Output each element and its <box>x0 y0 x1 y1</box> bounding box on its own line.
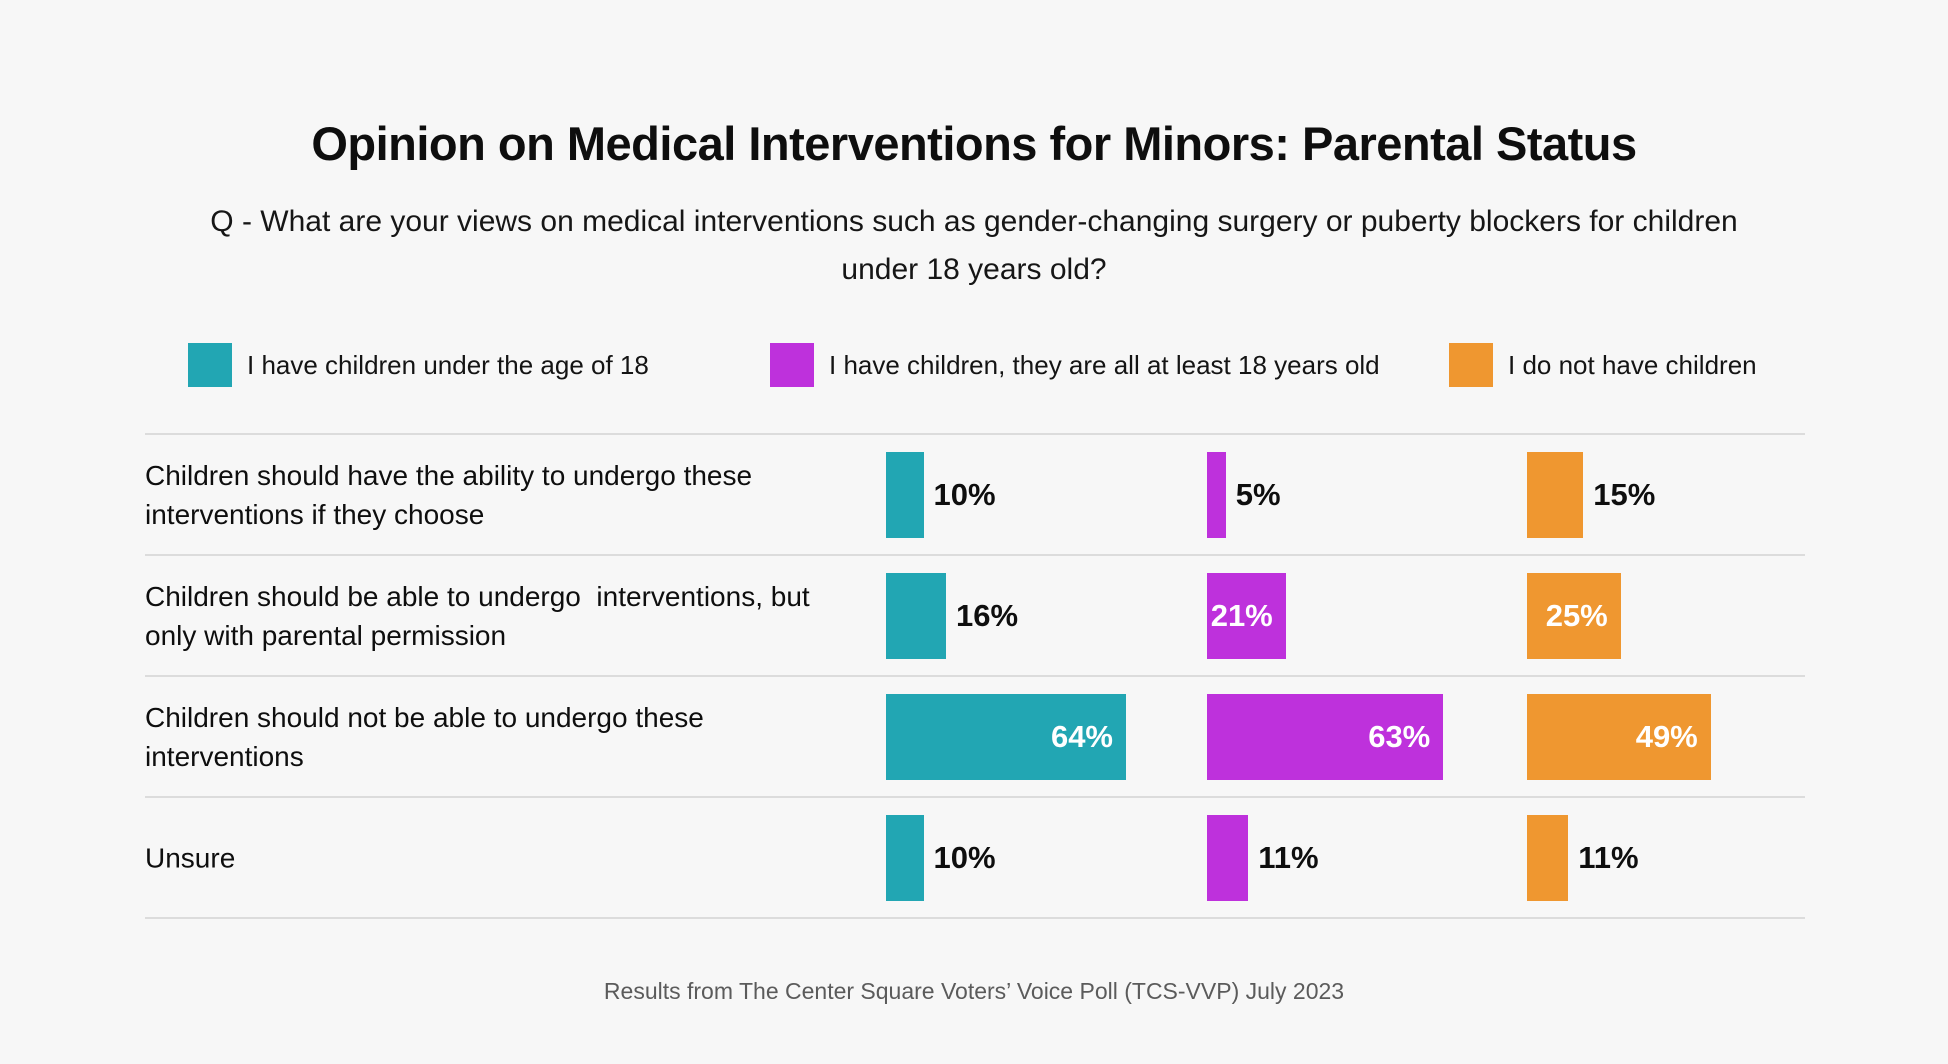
value-label: 10% <box>933 839 996 875</box>
category-label: Children should have the ability to unde… <box>145 459 760 530</box>
bar-cell: 11% <box>1207 798 1319 917</box>
bar-teal <box>886 814 924 901</box>
bar-purple <box>1207 814 1249 901</box>
table-row: Unsure 10% 11% 11% <box>145 796 1805 917</box>
legend-label: I have children, they are all at least 1… <box>829 349 1380 380</box>
value-label: 63% <box>1368 718 1431 754</box>
bar-orange <box>1527 451 1584 538</box>
legend-swatch-purple <box>770 343 814 387</box>
value-label: 15% <box>1593 476 1656 512</box>
value-label: 11% <box>1578 839 1639 875</box>
bar-cell: 15% <box>1527 435 1655 554</box>
bar-teal <box>886 451 924 538</box>
table-row: Children should not be able to undergo t… <box>145 675 1805 796</box>
bar-cell: 64% <box>886 677 1126 796</box>
value-label: 64% <box>1050 718 1113 754</box>
chart-title: Opinion on Medical Interventions for Min… <box>311 117 1637 170</box>
legend-swatch-teal <box>188 343 232 387</box>
legend-item-no-children: I do not have children <box>1449 343 1757 387</box>
value-label: 10% <box>933 476 996 512</box>
bar-purple <box>1207 451 1226 538</box>
legend-label: I do not have children <box>1508 349 1757 380</box>
source-footer: Results from The Center Square Voters’ V… <box>603 978 1345 1004</box>
bar-cell: 63% <box>1207 677 1444 796</box>
legend-item-adult-children: I have children, they are all at least 1… <box>770 343 1380 387</box>
value-label: 16% <box>956 597 1019 633</box>
bar-table: Children should have the ability to unde… <box>145 433 1805 919</box>
bar-cell: 11% <box>1527 798 1639 917</box>
value-label: 25% <box>1545 597 1608 633</box>
legend-swatch-orange <box>1449 343 1493 387</box>
bar-cell: 10% <box>886 798 996 917</box>
table-row: Children should have the ability to unde… <box>145 433 1805 554</box>
value-label: 49% <box>1635 718 1698 754</box>
value-label: 5% <box>1235 476 1281 512</box>
bar-teal <box>886 572 946 659</box>
bar-purple: 63% <box>1207 693 1444 780</box>
legend: I have children under the age of 18 I ha… <box>0 343 1948 387</box>
legend-label: I have children under the age of 18 <box>247 349 649 380</box>
category-label: Unsure <box>145 841 236 873</box>
bar-orange: 25% <box>1527 572 1621 659</box>
category-label: Children should not be able to undergo t… <box>145 701 712 772</box>
bar-teal: 64% <box>886 693 1126 780</box>
bar-cell: 10% <box>886 435 996 554</box>
value-label: 11% <box>1258 839 1319 875</box>
bar-orange <box>1527 814 1569 901</box>
chart-subtitle: Q - What are your views on medical inter… <box>210 205 1738 286</box>
bar-purple: 21% <box>1207 572 1286 659</box>
table-row: Children should be able to undergo inter… <box>145 554 1805 675</box>
bar-cell: 21% <box>1207 556 1286 675</box>
bar-cell: 49% <box>1527 677 1711 796</box>
bar-cell: 25% <box>1527 556 1621 675</box>
value-label: 21% <box>1210 597 1273 633</box>
bar-cell: 5% <box>1207 435 1281 554</box>
bar-cell: 16% <box>886 556 1018 675</box>
category-label: Children should be able to undergo inter… <box>145 580 818 651</box>
legend-item-under-18: I have children under the age of 18 <box>188 343 649 387</box>
bar-orange: 49% <box>1527 693 1711 780</box>
